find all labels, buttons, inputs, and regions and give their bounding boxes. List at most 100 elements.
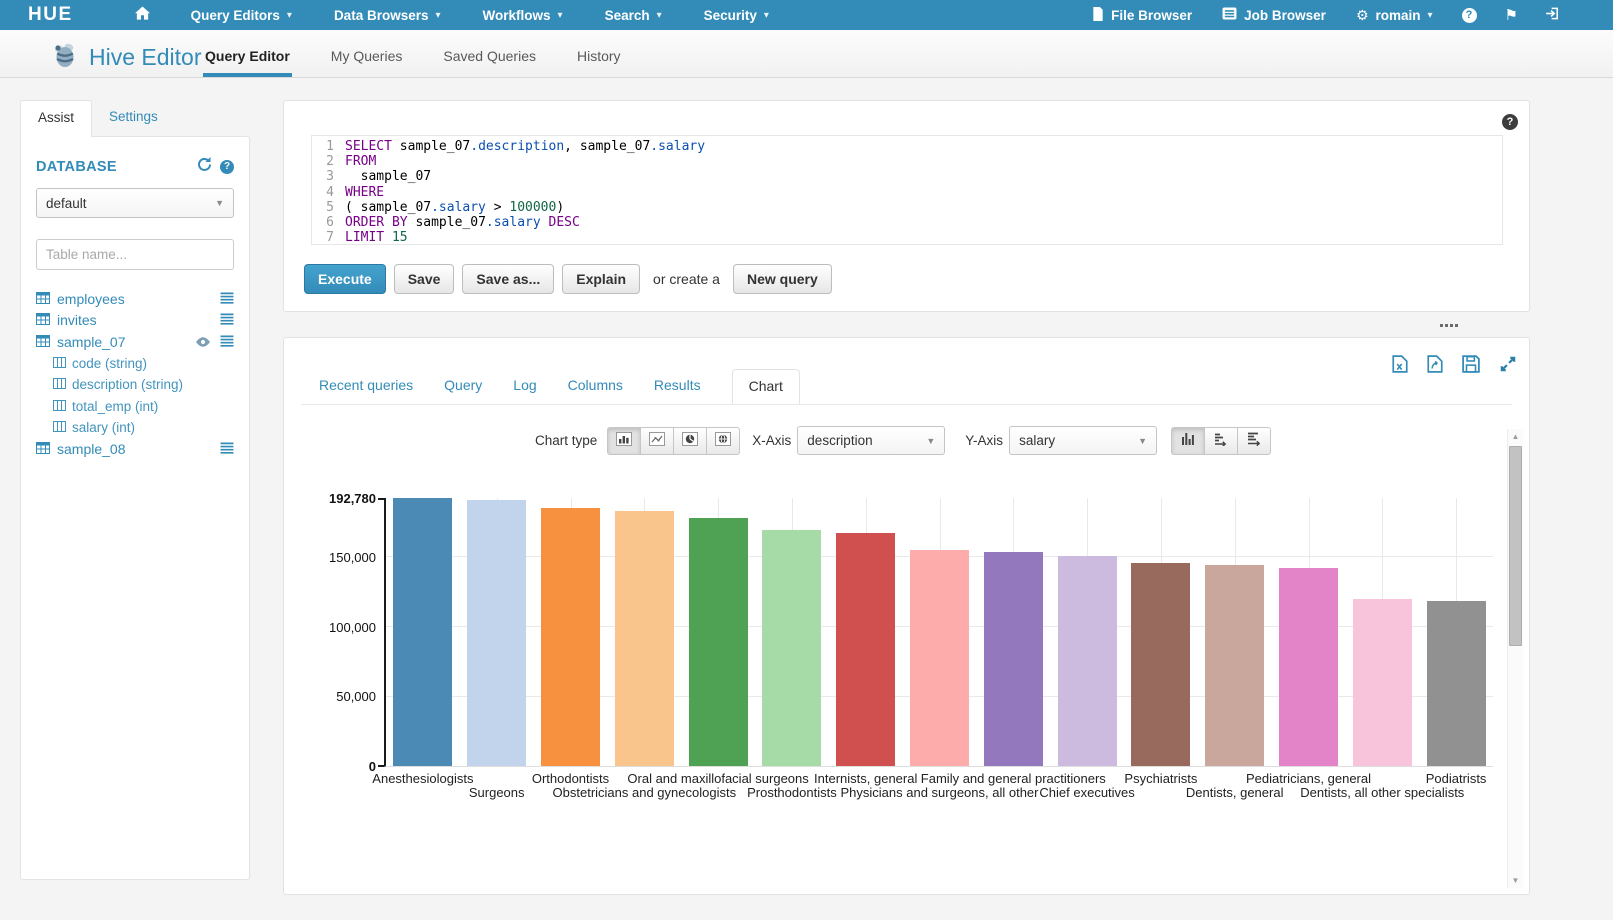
line-number: 2 <box>326 154 334 170</box>
panel-resize-handle[interactable] <box>1437 321 1461 330</box>
bar-chief-executives[interactable] <box>1057 555 1117 766</box>
bar-dentists-general[interactable] <box>1205 564 1265 766</box>
results-tab-log[interactable]: Log <box>513 377 537 393</box>
y-axis-label: Y-Axis <box>965 433 1004 448</box>
excel-export-icon[interactable] <box>1392 355 1408 373</box>
table-row-actions <box>220 441 234 457</box>
hue-logo[interactable]: HUE <box>28 4 73 25</box>
column-row-salary[interactable]: salary (int) <box>36 417 234 439</box>
column-icon <box>53 356 66 371</box>
x-axis-label: Psychiatrists <box>1124 771 1198 786</box>
home-button[interactable] <box>134 5 150 25</box>
user-menu[interactable]: ⚙ romain ▾ <box>1341 7 1448 24</box>
scrollbar-thumb[interactable] <box>1509 446 1522 646</box>
table-row-sample-08[interactable]: sample_08 <box>36 439 234 461</box>
results-tab-chart[interactable]: Chart <box>731 369 800 404</box>
bar-obstetricians-and-gynecologists[interactable] <box>614 510 674 766</box>
column-row-description[interactable]: description (string) <box>36 374 234 396</box>
database-select[interactable]: default ▼ <box>36 188 234 218</box>
chart-type-pie-button[interactable] <box>673 426 708 455</box>
tab-history[interactable]: History <box>576 48 621 64</box>
bar-pediatricians-general[interactable] <box>1279 567 1338 766</box>
fullscreen-icon[interactable] <box>1499 355 1517 373</box>
tab-saved-queries[interactable]: Saved Queries <box>443 48 536 64</box>
hive-editor-home-link[interactable]: Hive Editor <box>50 39 201 75</box>
chart-type-map-button[interactable] <box>706 426 741 455</box>
save-results-icon[interactable] <box>1462 355 1480 373</box>
bar-podiatrists[interactable] <box>1426 601 1486 766</box>
bar-internists-general[interactable] <box>836 533 896 766</box>
nav-menu-label: Query Editors <box>190 7 280 23</box>
assist-panel: DATABASE ? default ▼ employees invites sam… <box>20 136 250 880</box>
document-export-icon[interactable] <box>1427 355 1443 373</box>
tab-settings[interactable]: Settings <box>109 109 158 124</box>
sign-out-button[interactable] <box>1532 7 1575 24</box>
tab-assist[interactable]: Assist <box>20 100 93 137</box>
table-menu-icon[interactable] <box>220 334 234 350</box>
scrollbar-down-arrow[interactable]: ▼ <box>1511 876 1520 885</box>
file-browser-button[interactable]: File Browser <box>1077 6 1207 24</box>
nav-menu-query-editors[interactable]: Query Editors ▾ <box>170 8 313 23</box>
bar-orthodontists[interactable] <box>541 508 600 766</box>
database-select-value: default <box>46 195 87 211</box>
code-line: ( sample_07.salary > 100000) <box>345 199 565 215</box>
flag-button[interactable]: ⚑ <box>1504 7 1518 24</box>
vertical-bars-button[interactable] <box>1171 426 1206 455</box>
database-help-icon[interactable]: ? <box>220 160 234 174</box>
nav-menu-security[interactable]: Security ▾ <box>683 8 790 23</box>
table-filter-input[interactable] <box>36 239 234 270</box>
results-tab-recent-queries[interactable]: Recent queries <box>319 377 414 393</box>
results-tab-columns[interactable]: Columns <box>567 377 623 393</box>
nav-menu-data-browsers[interactable]: Data Browsers ▾ <box>313 8 462 23</box>
bar-psychiatrists[interactable] <box>1131 562 1191 766</box>
code-line: SELECT sample_07.description, sample_07.… <box>345 139 706 154</box>
tab-query-editor[interactable]: Query Editor <box>203 33 292 77</box>
table-menu-icon[interactable] <box>220 441 234 457</box>
save-button[interactable]: Save <box>393 264 455 294</box>
table-row-invites[interactable]: invites <box>36 310 234 332</box>
help-button[interactable]: ? <box>1461 7 1477 23</box>
editor-help-icon[interactable]: ? <box>1502 114 1518 130</box>
stacked-bars-icon <box>1247 432 1261 449</box>
execute-button[interactable]: Execute <box>304 264 386 294</box>
table-menu-icon[interactable] <box>220 291 234 307</box>
column-row-total-emp[interactable]: total_emp (int) <box>36 396 234 418</box>
table-row-sample-07[interactable]: sample_07 <box>36 331 234 353</box>
results-tab-results[interactable]: Results <box>653 377 701 393</box>
caret-down-icon: ▾ <box>435 9 441 21</box>
column-row-code[interactable]: code (string) <box>36 353 234 375</box>
save-as-button[interactable]: Save as... <box>462 264 555 294</box>
table-menu-icon[interactable] <box>220 312 234 328</box>
bar-anesthesiologists[interactable] <box>393 498 453 766</box>
x-axis-label: Physicians and surgeons, all other <box>840 785 1039 800</box>
eye-icon[interactable] <box>195 334 211 350</box>
bar-family-and-general-practitioners[interactable] <box>983 552 1043 766</box>
new-query-button[interactable]: New query <box>732 264 832 294</box>
results-tab-query[interactable]: Query <box>444 377 483 393</box>
results-toolbar <box>1392 355 1517 373</box>
scrollbar-up-arrow[interactable]: ▲ <box>1511 432 1520 441</box>
nav-menu-workflows[interactable]: Workflows ▾ <box>462 8 584 23</box>
x-axis-label: Dentists, all other specialists <box>1300 785 1465 800</box>
select-caret-icon: ▼ <box>926 435 936 446</box>
chart-type-lines-button[interactable] <box>640 426 675 455</box>
sorted-bars-button[interactable] <box>1204 426 1239 455</box>
y-axis-select[interactable]: salary ▼ <box>1009 426 1158 455</box>
table-row-employees[interactable]: employees <box>36 288 234 310</box>
tab-my-queries[interactable]: My Queries <box>330 48 403 64</box>
refresh-icon[interactable] <box>197 157 212 177</box>
bar-physicians-and-surgeons-all-other[interactable] <box>910 550 969 766</box>
job-browser-button[interactable]: Job Browser <box>1207 7 1341 23</box>
explain-button[interactable]: Explain <box>562 264 641 294</box>
bar-surgeons[interactable] <box>467 499 527 766</box>
chart-controls: Chart type <box>535 426 1272 455</box>
nav-menu-search[interactable]: Search ▾ <box>584 8 683 23</box>
x-axis-select[interactable]: description ▼ <box>797 426 946 455</box>
bar-dentists-all-other-specialists[interactable] <box>1352 598 1412 766</box>
bar-oral-and-maxillofacial-surgeons[interactable] <box>688 517 748 766</box>
chart-type-bars-button[interactable] <box>607 426 642 455</box>
results-scrollbar[interactable]: ▲ ▼ <box>1507 429 1523 888</box>
bar-prosthodontists[interactable] <box>762 529 822 766</box>
stacked-bars-button[interactable] <box>1237 426 1272 455</box>
